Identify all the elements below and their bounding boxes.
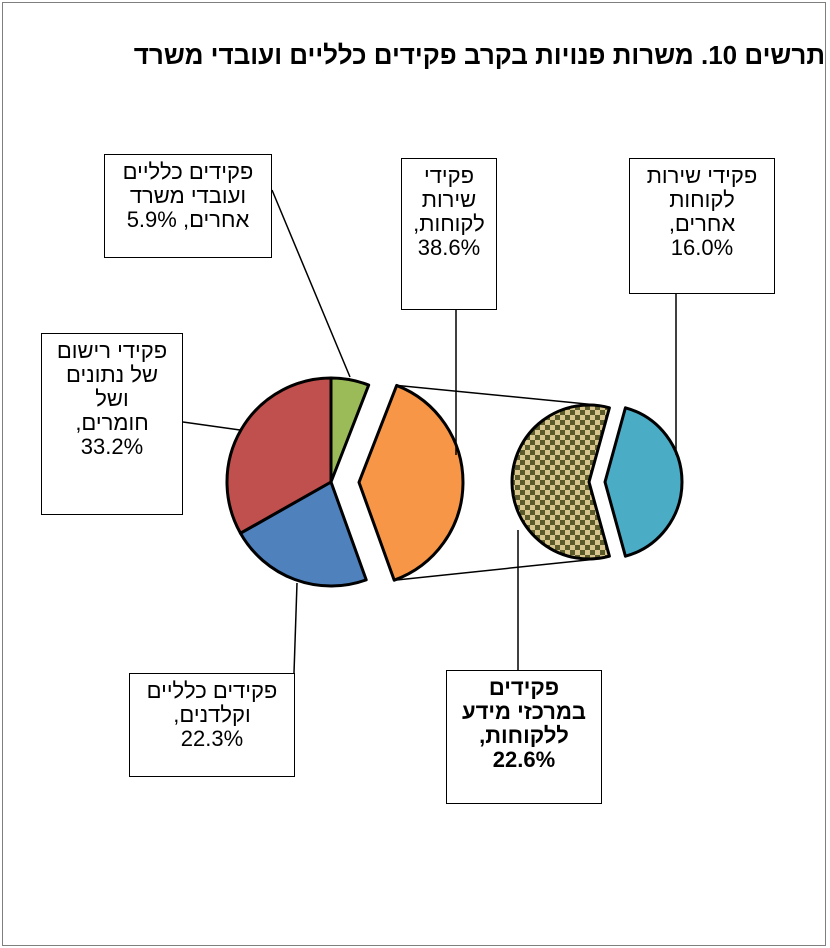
label-contact-center-clerks: פקידים במרכזי מידע ללקוחות, 22.6% <box>446 670 602 804</box>
label-customer-service-clerks: פקידי שירות לקוחות, 38.6% <box>401 158 497 310</box>
label-general-clerks-other: פקידים כלליים ועובדי משרד אחרים, 5.9% <box>104 154 272 258</box>
leader-general-clerks-typists <box>293 582 298 674</box>
slice-customer-service-other <box>603 406 684 558</box>
connector-lines <box>394 384 598 581</box>
slice-general-clerks-typists <box>239 480 368 588</box>
slice-contact-center-clerks <box>510 403 611 561</box>
slice-data-recording-clerks <box>225 376 333 535</box>
leader-general-clerks-other <box>271 189 351 378</box>
leader-data-recording-clerks <box>182 421 241 431</box>
label-general-clerks-typists: פקידים כלליים וקלדנים, 22.3% <box>129 673 295 777</box>
main-pie <box>225 376 465 588</box>
connector-line-bottom <box>394 558 598 581</box>
label-data-recording-clerks: פקידי רישום של נתונים ושל חומרים, 33.2% <box>41 333 183 515</box>
chart-title: תרשים 10. משרות פנויות בקרב פקידים כלליי… <box>133 40 825 70</box>
slice-general-clerks-other <box>329 376 371 484</box>
connector-line-top <box>396 384 598 406</box>
secondary-pie <box>510 403 684 561</box>
leader-lines <box>182 189 677 674</box>
label-customer-service-other: פקידי שירות לקוחות אחרים, 16.0% <box>629 158 775 294</box>
slice-customer-service-clerks <box>357 383 465 582</box>
